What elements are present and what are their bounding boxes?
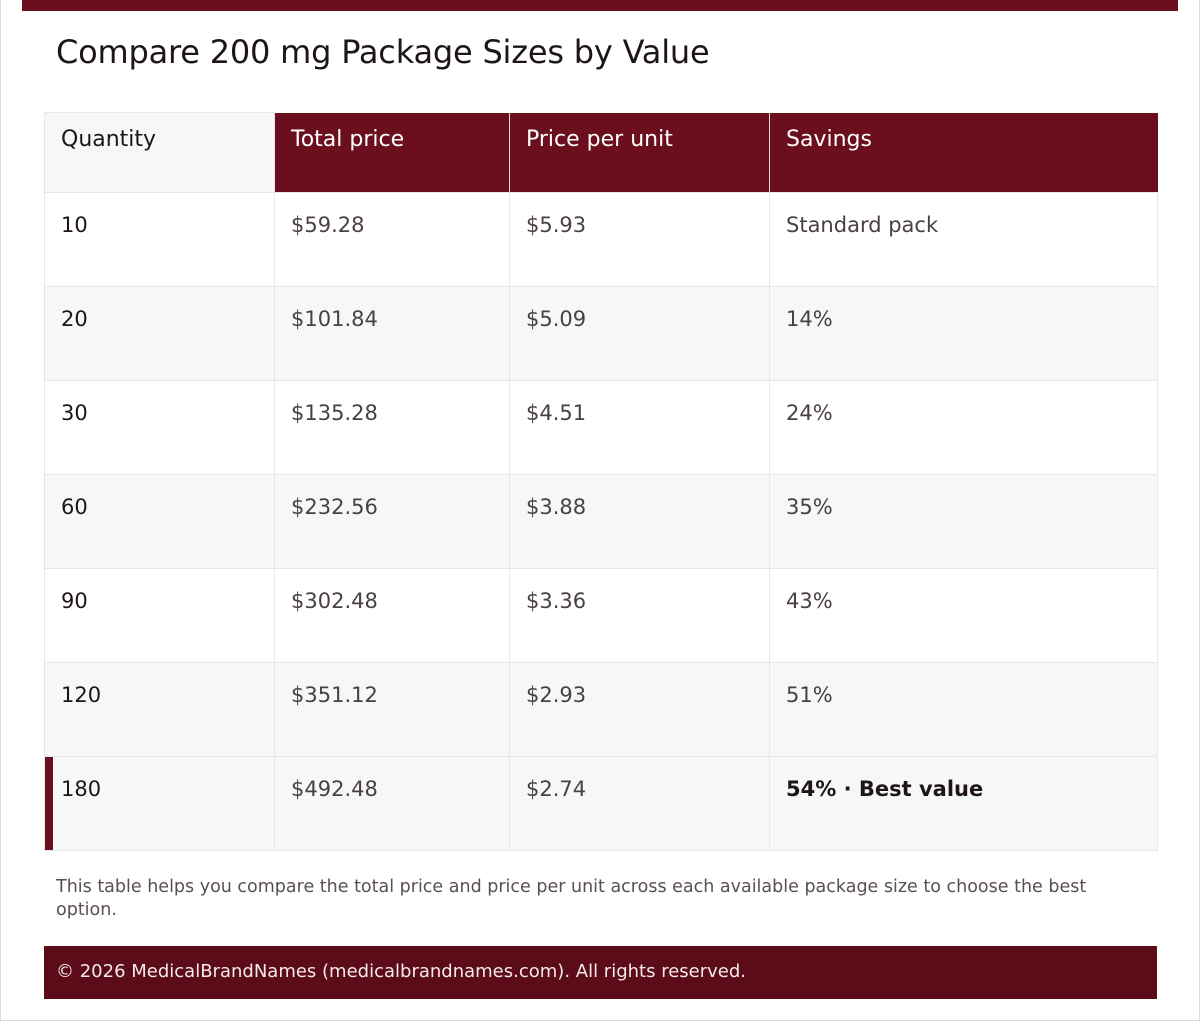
cell-price-per-unit: $5.93 [509,192,770,287]
header-savings: Savings [769,112,1158,193]
table-row: 120 $351.12 $2.93 51% [44,662,1158,757]
cell-total-price: $135.28 [274,380,510,475]
cell-total-price: $59.28 [274,192,510,287]
cell-price-per-unit: $4.51 [509,380,770,475]
package-comparison-table: Quantity Total price Price per unit Savi… [44,112,1158,851]
table-row: 90 $302.48 $3.36 43% [44,568,1158,663]
table-row: 60 $232.56 $3.88 35% [44,474,1158,569]
cell-price-per-unit: $2.74 [509,756,770,851]
cell-price-per-unit: $3.36 [509,568,770,663]
cell-price-per-unit: $5.09 [509,286,770,381]
cell-total-price: $101.84 [274,286,510,381]
cell-quantity: 20 [44,286,275,381]
table-row: 10 $59.28 $5.93 Standard pack [44,192,1158,287]
header-price-per-unit: Price per unit [509,112,770,193]
cell-savings: Standard pack [769,192,1158,287]
cell-quantity: 180 [44,756,275,851]
cell-savings-best-value: 54% · Best value [769,756,1158,851]
cell-savings: 24% [769,380,1158,475]
table-header-row: Quantity Total price Price per unit Savi… [44,112,1158,193]
cell-total-price: $232.56 [274,474,510,569]
cell-quantity: 90 [44,568,275,663]
table-description: This table helps you compare the total p… [56,877,1087,920]
table-row-best-value: 180 $492.48 $2.74 54% · Best value [44,756,1158,851]
cell-savings: 43% [769,568,1158,663]
header-quantity: Quantity [44,112,275,193]
cell-total-price: $302.48 [274,568,510,663]
cell-price-per-unit: $3.88 [509,474,770,569]
header-total-price: Total price [274,112,510,193]
table-row: 20 $101.84 $5.09 14% [44,286,1158,381]
footer-copyright: © 2026 MedicalBrandNames (medicalbrandna… [56,961,746,982]
cell-quantity: 60 [44,474,275,569]
cell-savings: 51% [769,662,1158,757]
cell-quantity: 10 [44,192,275,287]
cell-total-price: $351.12 [274,662,510,757]
cell-savings: 14% [769,286,1158,381]
cell-total-price: $492.48 [274,756,510,851]
table-row: 30 $135.28 $4.51 24% [44,380,1158,475]
top-accent-bar [22,0,1178,11]
cell-quantity: 30 [44,380,275,475]
cell-price-per-unit: $2.93 [509,662,770,757]
cell-savings: 35% [769,474,1158,569]
cell-quantity: 120 [44,662,275,757]
page-title: Compare 200 mg Package Sizes by Value [56,33,710,71]
footer: © 2026 MedicalBrandNames (medicalbrandna… [44,946,1157,999]
